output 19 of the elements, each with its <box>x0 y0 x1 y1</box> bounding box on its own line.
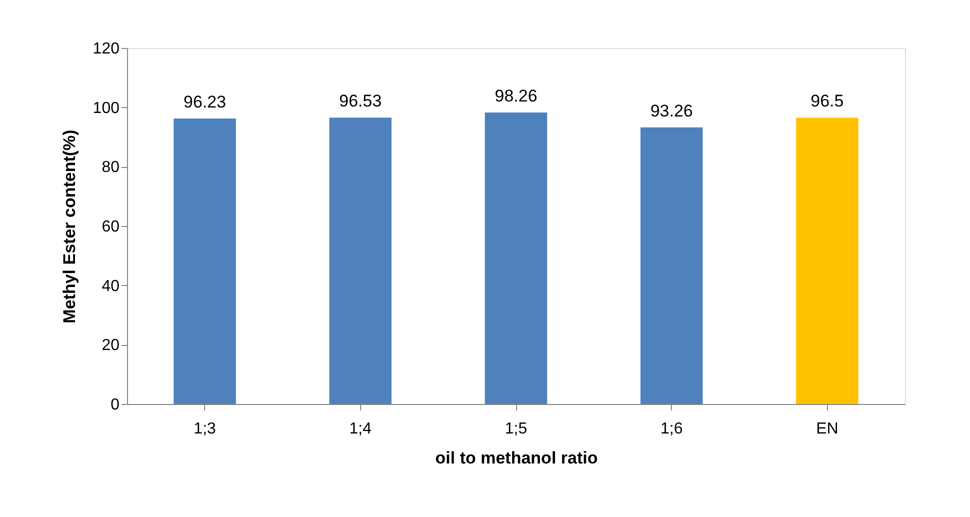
y-tick-label: 0 <box>110 396 120 414</box>
x-tick-label: 1;5 <box>504 420 528 438</box>
y-tick-label: 40 <box>102 278 120 295</box>
data-label: 96.53 <box>339 92 382 111</box>
data-label: 96.23 <box>184 92 226 112</box>
data-label: 93.26 <box>650 101 693 120</box>
y-tick-label: 60 <box>102 218 120 236</box>
data-label: 98.26 <box>494 86 538 106</box>
x-tick-label: EN <box>816 420 838 438</box>
x-tick-label: 1;3 <box>194 420 216 438</box>
x-axis-title: oil to methanol ratio <box>435 448 598 468</box>
y-axis-title: Methyl Ester content(%) <box>60 130 79 324</box>
data-label: 96.5 <box>810 92 844 111</box>
y-tick-label: 120 <box>92 40 120 58</box>
y-tick-label: 100 <box>92 100 120 117</box>
x-tick-label: 1;6 <box>660 420 683 438</box>
x-tick-label: 1;4 <box>349 420 372 438</box>
y-tick-label: 20 <box>102 337 120 354</box>
y-tick-label: 80 <box>102 159 120 176</box>
